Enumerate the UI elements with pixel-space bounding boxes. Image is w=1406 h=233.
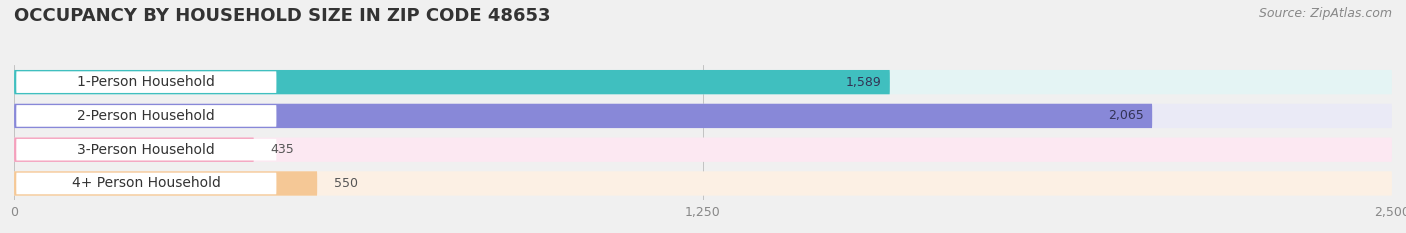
FancyBboxPatch shape: [14, 104, 1392, 128]
Text: 4+ Person Household: 4+ Person Household: [72, 176, 221, 191]
FancyBboxPatch shape: [14, 171, 1392, 196]
FancyBboxPatch shape: [17, 105, 277, 127]
Text: 2,065: 2,065: [1108, 110, 1144, 122]
FancyBboxPatch shape: [17, 173, 277, 194]
FancyBboxPatch shape: [14, 137, 1392, 162]
Text: 3-Person Household: 3-Person Household: [77, 143, 215, 157]
Text: Source: ZipAtlas.com: Source: ZipAtlas.com: [1258, 7, 1392, 20]
Text: 1,589: 1,589: [846, 76, 882, 89]
Text: 435: 435: [270, 143, 294, 156]
FancyBboxPatch shape: [14, 137, 254, 162]
FancyBboxPatch shape: [14, 70, 1392, 94]
Text: 1-Person Household: 1-Person Household: [77, 75, 215, 89]
FancyBboxPatch shape: [17, 71, 277, 93]
Text: 550: 550: [333, 177, 357, 190]
FancyBboxPatch shape: [14, 104, 1152, 128]
FancyBboxPatch shape: [17, 139, 277, 161]
Text: 2-Person Household: 2-Person Household: [77, 109, 215, 123]
FancyBboxPatch shape: [14, 171, 318, 196]
Text: OCCUPANCY BY HOUSEHOLD SIZE IN ZIP CODE 48653: OCCUPANCY BY HOUSEHOLD SIZE IN ZIP CODE …: [14, 7, 551, 25]
FancyBboxPatch shape: [14, 70, 890, 94]
